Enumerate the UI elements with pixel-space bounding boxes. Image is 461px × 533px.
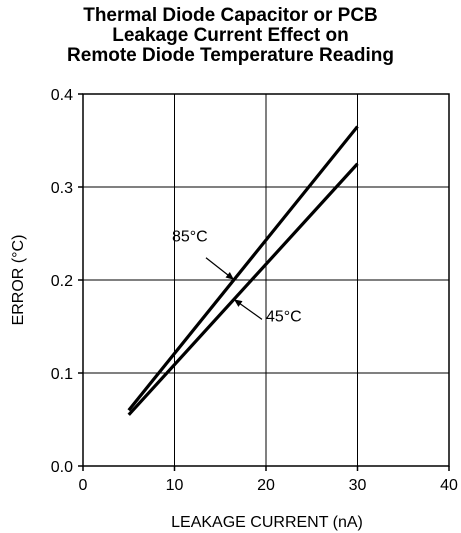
y-tick-label: 0.4 bbox=[51, 87, 73, 104]
series-line-1 bbox=[127, 162, 359, 416]
x-tick-label: 20 bbox=[257, 477, 275, 494]
annotation-label: 85°C bbox=[172, 229, 208, 246]
y-tick-label: 0.1 bbox=[51, 366, 73, 383]
chart-title-line-2: Leakage Current Effect on bbox=[112, 25, 349, 46]
chart-title: Thermal Diode Capacitor or PCB Leakage C… bbox=[0, 6, 461, 66]
y-tick-label: 0.2 bbox=[51, 273, 73, 290]
x-axis-label: LEAKAGE CURRENT (nA) bbox=[171, 514, 363, 531]
x-tick-label: 30 bbox=[349, 477, 367, 494]
y-tick-label: 0.0 bbox=[51, 459, 73, 476]
y-axis-label: ERROR (°C) bbox=[10, 235, 27, 326]
axis-ticks: 0 10 20 30 40 0.0 0.1 0.2 0.3 0.4 bbox=[51, 87, 458, 494]
x-tick-label: 10 bbox=[166, 477, 184, 494]
annotation-arrow-head bbox=[225, 272, 234, 280]
series-lines bbox=[127, 125, 359, 416]
series-line-0 bbox=[127, 125, 359, 412]
annotations: 85°C 45°C bbox=[172, 229, 302, 326]
y-tick-label: 0.3 bbox=[51, 180, 73, 197]
grid bbox=[83, 94, 449, 466]
annotation-arrow-head bbox=[233, 299, 243, 307]
annotation-label: 45°C bbox=[266, 308, 302, 325]
x-tick-label: 40 bbox=[440, 477, 458, 494]
x-tick-label: 0 bbox=[79, 477, 88, 494]
chart-title-line-1: Thermal Diode Capacitor or PCB bbox=[83, 5, 378, 26]
chart-title-line-3: Remote Diode Temperature Reading bbox=[67, 45, 394, 66]
